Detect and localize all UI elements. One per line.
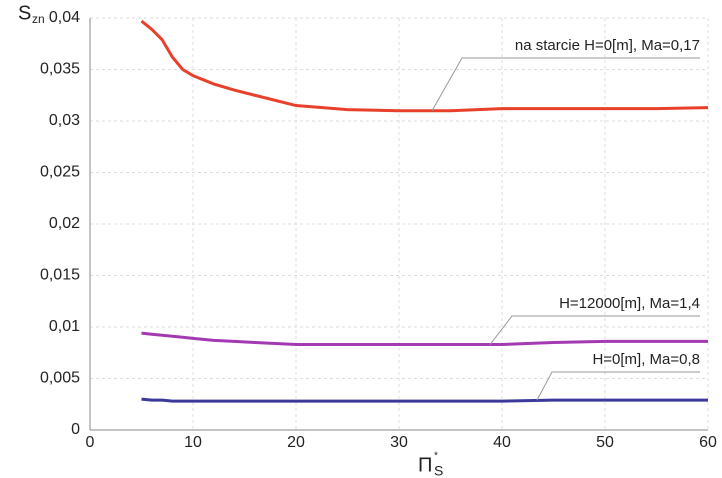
x-axis-label: Π [418,454,432,476]
x-tick-label: 40 [493,434,511,451]
y-axis-label-sub: zn [32,12,45,26]
x-tick-label: 0 [86,434,95,451]
y-tick-label: 0,02 [49,215,80,232]
y-tick-label: 0,005 [40,370,80,387]
x-tick-label: 30 [390,434,408,451]
x-axis-label-sub: S [434,463,443,478]
y-tick-label: 0,03 [49,112,80,129]
annotation-leader [431,57,700,111]
series-line [140,19,709,113]
annotation: H=12000[m], Ma=1,4 [559,295,700,312]
annotation-leader [489,315,700,345]
annotation: H=0[m], Ma=0,8 [592,351,700,368]
x-tick-label: 10 [184,434,202,451]
annotation: na starcie H=0[m], Ma=0,17 [515,37,700,54]
annotation-leader [536,371,700,401]
y-axis-label: S [18,2,31,24]
x-axis-label-sup: * [434,451,438,462]
y-tick-label: 0,01 [49,318,80,335]
y-tick-label: 0,035 [40,61,80,78]
y-tick-label: 0,015 [40,267,80,284]
series-line [141,331,708,347]
y-tick-label: 0,025 [40,164,80,181]
y-tick-label: 0,04 [49,9,80,26]
series-line [141,397,708,403]
x-tick-label: 60 [699,434,717,451]
x-tick-label: 20 [287,434,305,451]
x-tick-label: 50 [596,434,614,451]
y-tick-label: 0 [71,421,80,438]
